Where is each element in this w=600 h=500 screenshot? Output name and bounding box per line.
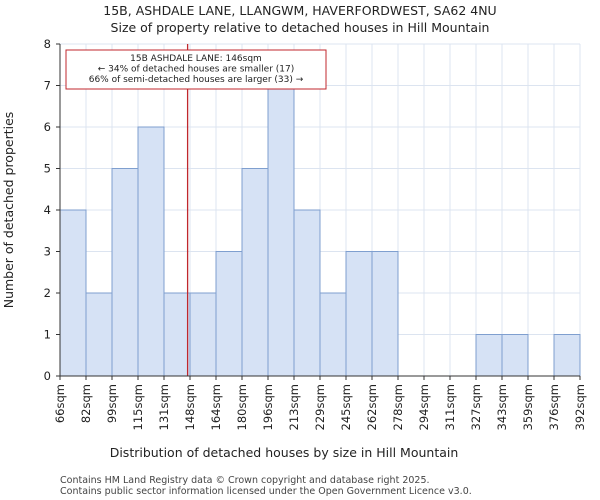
x-tick-labels: 66sqm 82sqm 99sqm 115sqm 131sqm 148sqm 164sqm 1… bbox=[53, 376, 587, 430]
footer-line-1: Contains HM Land Registry data © Crown c… bbox=[60, 475, 430, 486]
bar-12 bbox=[371, 251, 399, 377]
x-tick-label-8: 196sqm bbox=[261, 384, 275, 430]
x-tick-label-13: 278sqm bbox=[391, 384, 405, 430]
y-tick-label-0: 0 bbox=[44, 369, 51, 383]
bar-2 bbox=[111, 168, 139, 377]
x-tick-label-16: 327sqm bbox=[469, 384, 483, 430]
x-tick-label-1: 82sqm bbox=[79, 384, 93, 423]
y-tick-label-7: 7 bbox=[44, 79, 51, 93]
bar-16 bbox=[475, 334, 503, 377]
bar-1 bbox=[85, 292, 113, 377]
y-tick-label-2: 2 bbox=[44, 286, 51, 300]
bar-3 bbox=[137, 126, 165, 377]
x-tick-label-17: 343sqm bbox=[495, 384, 509, 430]
bar-11 bbox=[345, 251, 373, 377]
annotation-line-2: ← 34% of detached houses are smaller (17… bbox=[98, 65, 295, 75]
x-tick-label-2: 99sqm bbox=[105, 384, 119, 423]
y-tick-labels: 0 1 2 3 4 5 6 7 8 bbox=[44, 37, 60, 383]
x-tick-label-11: 245sqm bbox=[339, 384, 353, 430]
bar-19 bbox=[553, 334, 581, 377]
annotation-box bbox=[65, 49, 327, 90]
chart-subtitle: Size of property relative to detached ho… bbox=[111, 20, 490, 35]
bar-17 bbox=[501, 334, 529, 377]
annotation-line-3: 66% of semi-detached houses are larger (… bbox=[89, 75, 304, 85]
bar-9 bbox=[293, 209, 321, 377]
y-tick-label-6: 6 bbox=[44, 120, 51, 134]
bar-8 bbox=[267, 85, 295, 377]
annotation-line-1: 15B ASHDALE LANE: 146sqm bbox=[130, 54, 262, 64]
x-tick-label-15: 311sqm bbox=[443, 384, 457, 430]
y-axis-label: Number of detached properties bbox=[1, 112, 16, 309]
x-tick-label-18: 359sqm bbox=[521, 384, 535, 430]
x-tick-label-3: 115sqm bbox=[131, 384, 145, 430]
y-tick-label-1: 1 bbox=[44, 328, 51, 342]
bar-10 bbox=[319, 292, 347, 377]
footer-line-2: Contains public sector information licen… bbox=[60, 486, 472, 497]
x-tick-label-12: 262sqm bbox=[365, 384, 379, 430]
y-tick-label-4: 4 bbox=[44, 203, 51, 217]
x-tick-label-19: 376sqm bbox=[547, 384, 561, 430]
y-tick-label-8: 8 bbox=[44, 37, 51, 51]
x-tick-label-6: 164sqm bbox=[209, 384, 223, 430]
x-tick-label-7: 180sqm bbox=[235, 384, 249, 430]
bar-6 bbox=[215, 251, 243, 377]
bar-7 bbox=[241, 168, 269, 377]
bar-5 bbox=[189, 292, 217, 377]
bar-4 bbox=[163, 292, 191, 377]
marker-group: 15B ASHDALE LANE: 146sqm← 34% of detache… bbox=[65, 44, 327, 376]
x-tick-label-5: 148sqm bbox=[183, 384, 197, 430]
y-tick-label-5: 5 bbox=[44, 162, 51, 176]
x-tick-label-10: 229sqm bbox=[313, 384, 327, 430]
x-tick-label-0: 66sqm bbox=[53, 384, 67, 423]
x-tick-label-9: 213sqm bbox=[287, 384, 301, 430]
x-axis-label: Distribution of detached houses by size … bbox=[110, 445, 459, 460]
y-tick-label-3: 3 bbox=[44, 245, 51, 259]
x-tick-label-14: 294sqm bbox=[417, 384, 431, 430]
x-tick-label-20: 392sqm bbox=[573, 384, 587, 430]
chart-title: 15B, ASHDALE LANE, LLANGWM, HAVERFORDWES… bbox=[103, 3, 496, 18]
x-tick-label-4: 131sqm bbox=[157, 384, 171, 430]
bar-0 bbox=[59, 209, 87, 377]
bars bbox=[59, 85, 581, 377]
